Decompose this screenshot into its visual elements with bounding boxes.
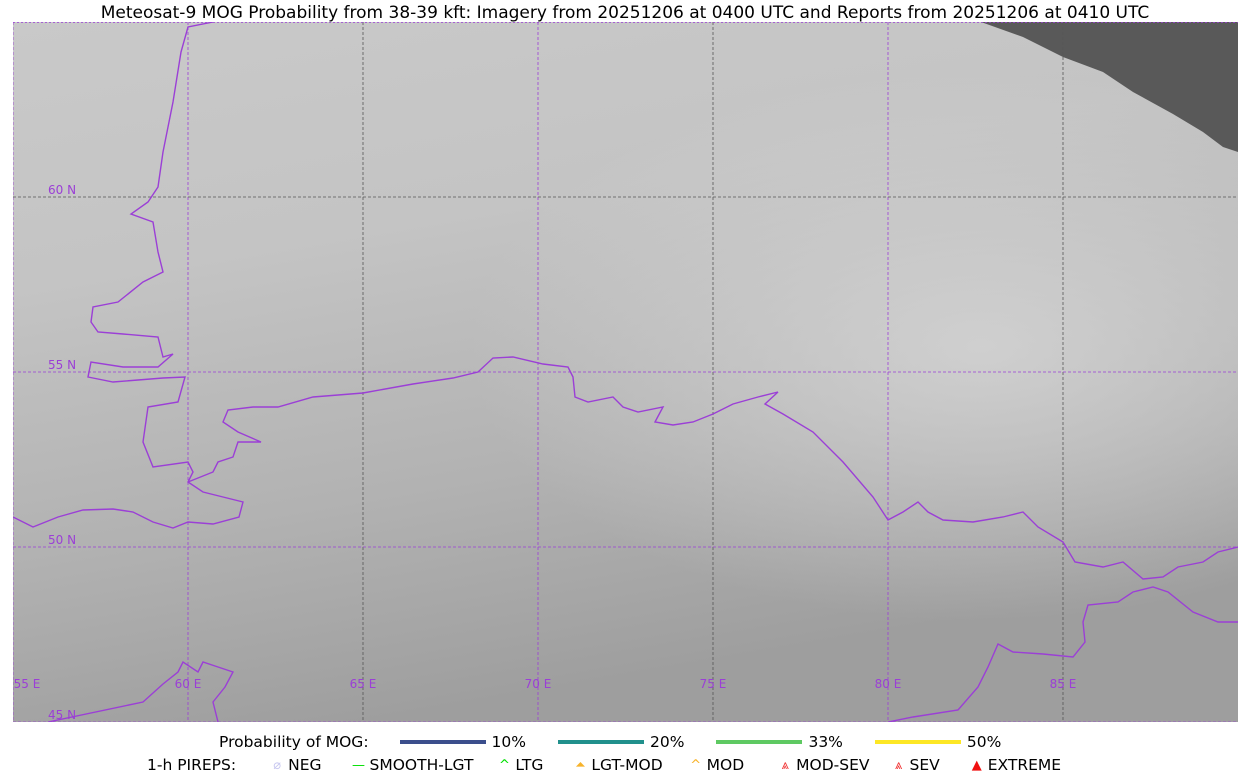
pireps-legend: 1-h PIREPS: ⌀ NEG — SMOOTH-LGT ^ LTG ⏶ LGT-MOD ^… (0, 756, 1250, 774)
pirep-legend-text: EXTREME (987, 756, 1062, 774)
pirep-legend-item: ^ LTG (493, 756, 543, 774)
color-swatch (558, 740, 644, 744)
prob-legend-text: 50% (966, 733, 1002, 751)
pirep-legend-text: SMOOTH-LGT (369, 756, 474, 774)
lon-label: 60 E (175, 677, 202, 691)
lon-label: 70 E (525, 677, 552, 691)
pirep-legend-item: ▲ EXTREME (966, 756, 1061, 774)
pirep-legend-item: ⩓ MOD-SEV (774, 756, 870, 774)
color-swatch (399, 740, 486, 744)
caret-icon: ^ (690, 757, 702, 773)
color-swatch (874, 740, 961, 744)
pirep-legend-item: ⌀ NEG (266, 756, 321, 774)
prob-legend-label: Probability of MOG: (219, 733, 369, 751)
pirep-legend-item: ⩓ SEV (888, 756, 940, 774)
pirep-legend-text: SEV (909, 756, 940, 774)
lat-label: 60 N (48, 183, 76, 197)
prob-legend-text: 10% (491, 733, 526, 751)
caret-icon: ^ (498, 757, 510, 773)
double-caret-icon: ⩓ (894, 757, 903, 773)
prob-legend-item: 33% (716, 733, 843, 751)
prob-legend-text: 20% (650, 733, 685, 751)
no-data-region (981, 22, 1238, 152)
neg-circle-slash-icon: ⌀ (273, 757, 282, 773)
lat-label: 45 N (48, 708, 76, 722)
pirep-legend-text: MOD-SEV (796, 756, 870, 774)
lon-label: 80 E (875, 677, 902, 691)
pirep-legend-item: ⏶ LGT-MOD (569, 756, 662, 774)
lat-label: 55 N (48, 358, 76, 372)
lon-label: 75 E (700, 677, 727, 691)
map-title: Meteosat-9 MOG Probability from 38-39 kf… (100, 3, 1150, 23)
grid-lines (13, 22, 1238, 722)
prob-legend-item: 10% (399, 733, 526, 751)
satellite-map: 55 E 60 E 65 E 70 E 75 E 80 E 85 E 60 N 55 N 50 N… (13, 22, 1238, 722)
lon-label: 85 E (1050, 677, 1077, 691)
lon-label: 65 E (350, 677, 377, 691)
filled-triangle-icon: ▲ (971, 757, 982, 773)
pirep-legend-text: NEG (288, 756, 322, 774)
color-swatch (716, 740, 803, 744)
prob-legend-text: 33% (808, 733, 843, 751)
pireps-legend-label: 1-h PIREPS: (147, 756, 237, 774)
line-icon: — (352, 757, 366, 773)
pirep-legend-item: — SMOOTH-LGT (348, 756, 474, 774)
pirep-legend-item: ^ MOD (685, 756, 745, 774)
country-borders (13, 22, 1238, 722)
prob-legend-item: 50% (874, 733, 1002, 751)
pirep-legend-text: MOD (706, 756, 745, 774)
caret-underline-icon: ⏶ (575, 757, 586, 773)
prob-legend-item: 20% (558, 733, 684, 751)
lat-label: 50 N (48, 533, 76, 547)
lon-label: 55 E (14, 677, 41, 691)
pirep-legend-text: LTG (515, 756, 544, 774)
mog-probability-legend: Probability of MOG: 10% 20% 33% 50% (0, 733, 1250, 751)
double-caret-icon: ⩓ (781, 757, 789, 773)
grid-labels: 55 E 60 E 65 E 70 E 75 E 80 E 85 E 60 N 55 N 50 N… (14, 183, 1077, 722)
pirep-legend-text: LGT-MOD (591, 756, 663, 774)
